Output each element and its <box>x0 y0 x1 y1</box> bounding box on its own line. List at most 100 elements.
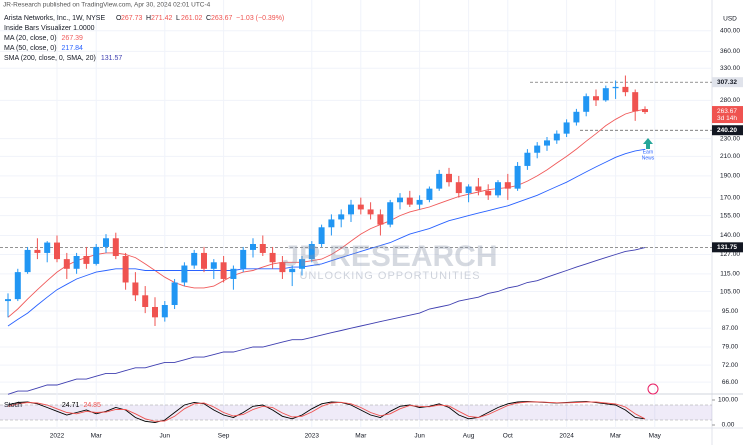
candle-body <box>44 242 51 253</box>
candle-body <box>269 252 276 263</box>
candle-body <box>573 111 580 123</box>
level-label: 240.20 <box>717 127 737 134</box>
candle-body <box>495 182 501 196</box>
candle-body <box>24 249 31 273</box>
legend-value: 131.57 <box>101 55 123 62</box>
x-tick-label: Mar <box>610 433 622 440</box>
y-tick-label: 95.00 <box>722 308 739 315</box>
y-tick-label: 330.00 <box>720 65 740 72</box>
legend-value: 217.84 <box>62 45 84 52</box>
candle-body <box>201 252 207 269</box>
ohlc-letter: L <box>176 15 180 22</box>
candle-body <box>544 140 550 146</box>
stoch-tick-label: 100.00 <box>718 397 738 404</box>
x-tick-label: Mar <box>355 433 367 440</box>
line <box>7 401 646 422</box>
currency: USD <box>723 16 737 23</box>
ohlc-value: 271.42 <box>151 15 173 22</box>
ohlc-value: 261.02 <box>181 15 203 22</box>
candle-body <box>397 197 403 203</box>
legend-name: MA (50, close, 0) <box>4 45 57 52</box>
candle-body <box>210 262 217 269</box>
stoch-name: Stoch <box>4 402 22 409</box>
candle-body <box>514 165 521 189</box>
last-price: 263.67 <box>717 108 737 115</box>
candle-body <box>230 268 237 279</box>
candle-body <box>152 306 158 318</box>
stoch-band <box>0 405 712 420</box>
candle-body <box>279 262 286 273</box>
candle-body <box>602 88 609 101</box>
level-tag <box>712 242 743 253</box>
x-tick-label: May <box>649 433 662 440</box>
y-tick-label: 87.00 <box>722 325 739 332</box>
plot <box>0 0 712 428</box>
candle-body <box>54 242 60 260</box>
candle-body <box>632 92 639 112</box>
watermark-sub: UNLOCKING OPPORTUNITIES <box>299 270 480 282</box>
candle-body <box>387 202 394 225</box>
y-tick-label: 66.00 <box>722 379 739 386</box>
stoch-value: 24.71 <box>62 402 80 409</box>
candle-body <box>93 246 100 264</box>
candle-body <box>299 259 305 269</box>
candle-body <box>63 259 70 269</box>
y-tick-label: 360.00 <box>720 48 740 55</box>
y-tick-label: 115.00 <box>720 271 740 278</box>
candle-body <box>318 227 325 245</box>
candle-body <box>171 282 178 305</box>
x-tick-label: 2024 <box>559 433 574 440</box>
candle-body <box>338 214 345 220</box>
candle-body <box>289 268 296 273</box>
y-tick-label: 155.00 <box>720 212 740 219</box>
candle-body <box>14 272 21 300</box>
y-tick-label: 140.00 <box>720 232 740 239</box>
ohlc-value: 263.67 <box>211 15 233 22</box>
level-tag <box>712 77 743 88</box>
level-tag <box>712 125 743 136</box>
candle-body <box>504 182 511 189</box>
price-tag <box>712 106 743 124</box>
stoch-tick-label: 0.00 <box>722 422 735 429</box>
x-tick-label: Jun <box>414 433 425 440</box>
legend-name: MA (20, close, 0) <box>4 35 57 42</box>
candle-body <box>367 209 374 215</box>
publisher: JR-Research published on TradingView.com… <box>3 2 211 9</box>
candle-body <box>161 304 168 318</box>
candle-body <box>485 190 492 196</box>
y-tick-label: 400.00 <box>720 28 740 35</box>
y-tick-label: 127.00 <box>720 251 740 258</box>
watermark: JR RESEARCH <box>282 240 497 273</box>
legend-name: SMA (200, close, 0, SMA, 20) <box>4 55 96 62</box>
candle-body <box>583 96 590 112</box>
candle-body <box>593 96 599 101</box>
candle-body <box>250 244 256 250</box>
candle-body <box>181 265 188 283</box>
candle-body <box>416 199 423 205</box>
candle-body <box>524 152 531 166</box>
candle-body <box>122 256 129 283</box>
annotation: Earn <box>643 149 654 155</box>
candle-body <box>5 299 11 302</box>
countdown: 3d 14h <box>717 115 737 122</box>
ohlc-letter: C <box>206 15 211 22</box>
candle-body <box>259 244 266 253</box>
level-label: 307.32 <box>717 79 737 86</box>
y-tick-label: 72.00 <box>722 362 739 369</box>
candle-body <box>220 262 227 279</box>
x-tick-label: Oct <box>503 433 513 440</box>
earnings-arrow <box>643 138 653 149</box>
change: −1.03 (−0.39%) <box>236 15 284 22</box>
study: Inside Bars Visualizer 1.0000 <box>4 25 95 32</box>
event-icon <box>647 383 659 395</box>
candle-body <box>553 133 560 141</box>
candle-body <box>426 188 433 200</box>
candle-body <box>132 282 139 296</box>
candle-body <box>622 86 629 93</box>
candle-body <box>475 186 482 191</box>
y-tick-label: 210.00 <box>720 153 740 160</box>
y-tick-label: 230.00 <box>720 135 740 142</box>
ohlc-value: 267.73 <box>121 15 143 22</box>
